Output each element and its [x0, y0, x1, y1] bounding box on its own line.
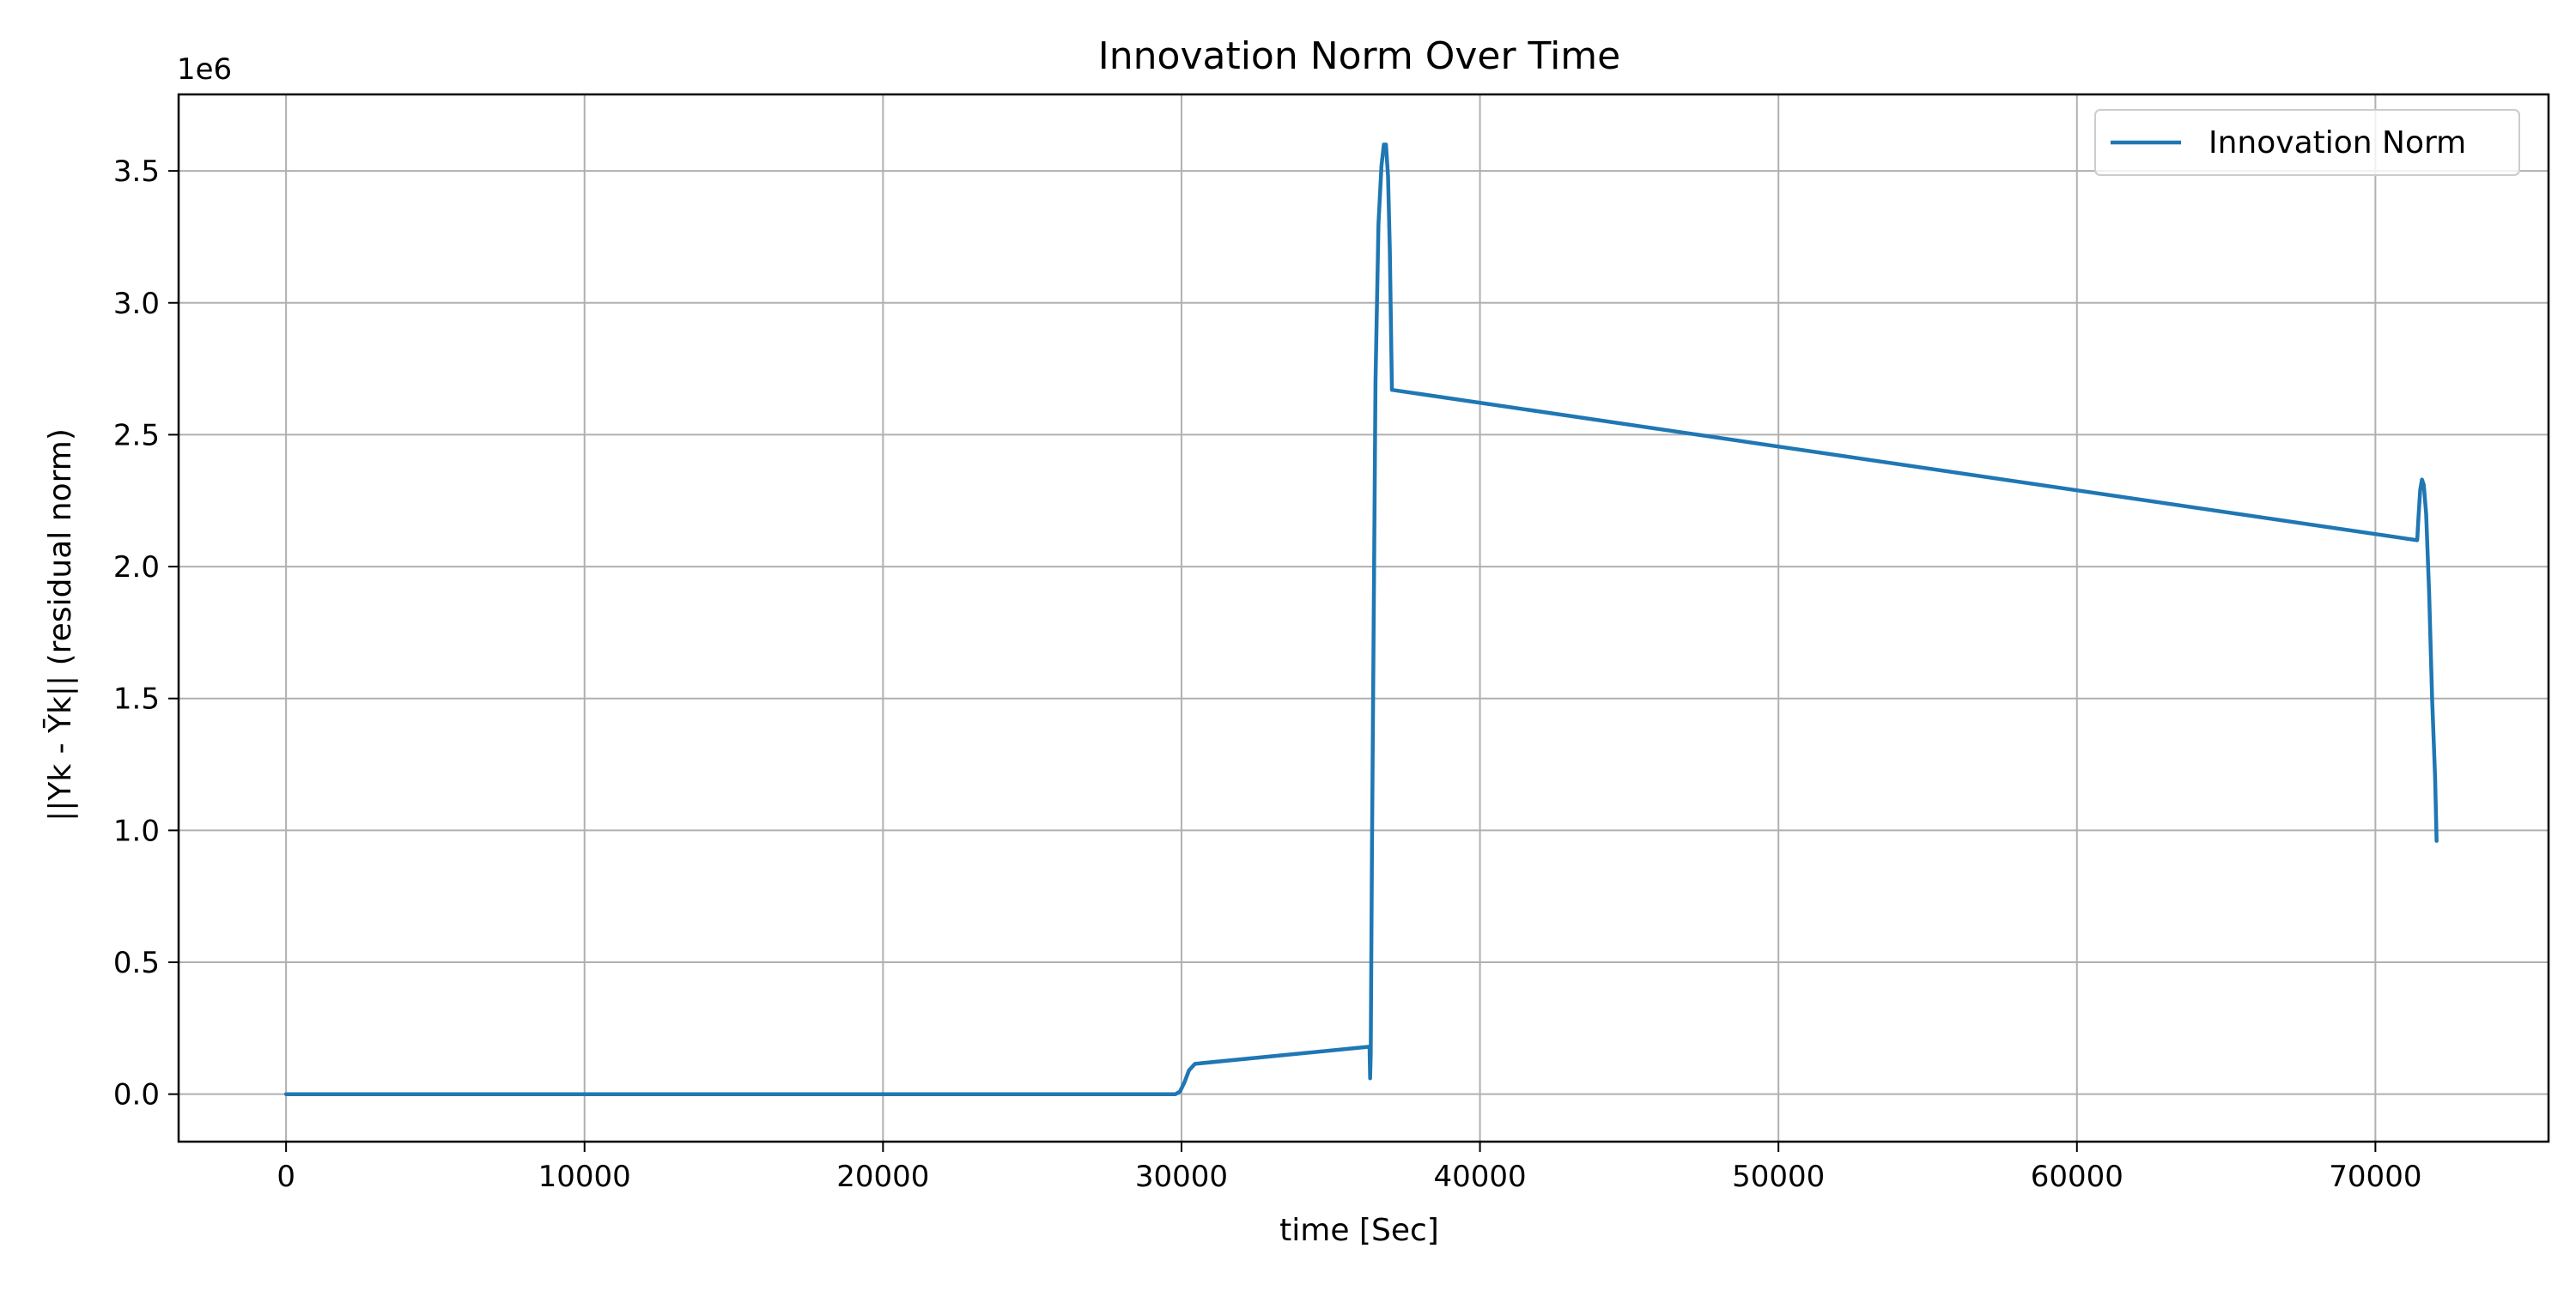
series-layer [283, 142, 2439, 1096]
y-tick-label: 0.5 [113, 946, 160, 980]
y-tick-label: 3.0 [113, 287, 160, 321]
chart-title: Innovation Norm Over Time [1098, 34, 1620, 78]
y-axis-label: ||Yk - Ȳk|| (residual norm) [43, 428, 78, 821]
x-tick-label: 20000 [836, 1160, 929, 1194]
series-line [283, 142, 2439, 1096]
legend-box [2094, 109, 2520, 176]
legend: Innovation Norm [2094, 109, 2520, 176]
x-tick-label: 0 [276, 1160, 295, 1194]
y-tick-label: 0.0 [113, 1078, 160, 1112]
tick-layer: 0 10000 20000 30000 40000 50000 60000 70000 0.0 0… [113, 155, 2422, 1194]
x-axis-label: time [Sec] [1279, 1213, 1439, 1248]
x-tick-label: 70000 [2329, 1160, 2421, 1194]
legend-label: Innovation Norm [2208, 125, 2466, 161]
x-tick-label: 60000 [2031, 1160, 2123, 1194]
x-tick-label: 50000 [1732, 1160, 1825, 1194]
y-axis-offset-label: 1e6 [177, 52, 232, 87]
y-tick-label: 2.0 [113, 550, 160, 585]
x-tick-label: 30000 [1135, 1160, 1228, 1194]
x-tick-label: 10000 [538, 1160, 631, 1194]
y-tick-label: 2.5 [113, 418, 160, 452]
x-tick-label: 40000 [1433, 1160, 1526, 1194]
y-tick-label: 3.5 [113, 155, 160, 189]
plot-frame [177, 93, 2550, 1143]
y-tick-label: 1.0 [113, 814, 160, 848]
y-tick-label: 1.5 [113, 682, 160, 717]
